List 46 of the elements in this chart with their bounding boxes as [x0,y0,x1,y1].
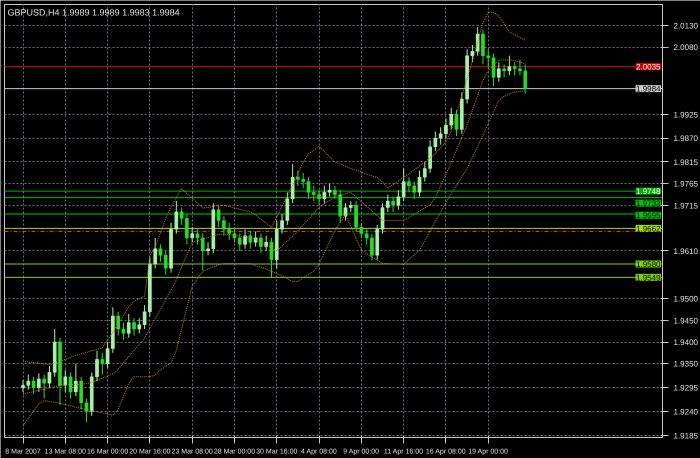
candlestick [68,372,72,399]
candlestick [42,374,46,399]
ref-line-label: 1.9695 [636,211,662,220]
candlestick [391,196,395,212]
candlestick [270,237,274,278]
candlestick [132,318,136,336]
candlestick [74,363,78,397]
ref-line-label: 1.9662 [636,224,662,234]
candlestick [502,64,506,78]
y-tick-label: 1.9610 [674,246,699,256]
ref-line-label: 1.9733 [636,199,662,208]
candlestick [259,233,263,254]
y-tick-label: 1.9500 [674,294,699,304]
chart-title: GBPUSD,H4 1.9989 1.9989 1.9983 1.9984 [8,8,180,18]
y-tick-label: 1.9815 [674,158,699,167]
y-tick-label: 1.9185 [674,431,699,440]
candlestick [496,62,501,82]
y-tick-label: 1.9870 [674,134,699,144]
ref-line-label: 1.9549 [636,273,662,282]
candlestick [264,235,268,252]
y-tick-label: 1.9295 [674,384,699,393]
candlestick [254,230,258,248]
y-tick-label: 2.0130 [674,21,699,30]
y-tick-label: 2.0080 [674,43,699,52]
candlestick [126,313,131,338]
ref-line-label: 2.0035 [636,62,662,72]
candlestick [37,372,41,392]
candlestick [63,370,68,392]
y-tick-label: 1.9400 [674,338,699,348]
ref-line-label: 1.9984 [636,84,662,94]
ref-line-label: 1.9748 [636,187,662,196]
candlestick [243,228,247,250]
candlestick [100,352,104,376]
y-tick-label: 1.9715 [674,201,699,210]
ref-line-label: 1.9580 [636,260,662,269]
y-tick-label: 1.9240 [674,407,699,416]
candlestick [190,226,194,243]
candlestick [508,55,512,76]
y-tick-label: 1.9350 [674,360,699,369]
line-series [22,90,526,426]
y-tick-label: 1.9450 [674,316,699,326]
candlestick [454,109,458,136]
candlestick [32,376,36,395]
y-tick-label: 1.9765 [674,180,699,189]
candlestick [48,365,52,388]
y-tick-label: 1.9925 [674,110,699,120]
